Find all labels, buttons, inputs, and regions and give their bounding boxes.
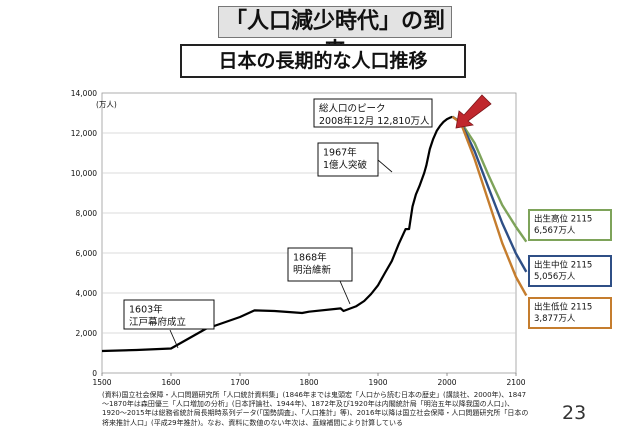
annotation-low-text: 出生低位 2115 <box>534 302 592 313</box>
annotation-1603-text: 江戸幕府成立 <box>129 316 186 328</box>
annotation-1967-pointer <box>377 159 393 173</box>
x-tick-label: 2000 <box>437 378 456 387</box>
x-tick-label: 1500 <box>92 378 111 387</box>
annotation-peak-text: 2008年12月 12,810万人 <box>319 115 430 127</box>
annotation-1868-pointer <box>339 280 351 305</box>
x-tick-label: 1700 <box>230 378 249 387</box>
annotation-1603-pointer <box>169 329 179 349</box>
y-tick-label: 8,000 <box>76 209 98 218</box>
y-tick-label: 10,000 <box>71 169 97 178</box>
y-tick-label: 0 <box>92 369 97 378</box>
annotation-peak <box>313 98 433 128</box>
x-tick-label: 1800 <box>299 378 318 387</box>
page-number: 23 <box>562 402 587 424</box>
y-tick-label: 6,000 <box>76 249 98 258</box>
annotation-medium <box>528 255 612 287</box>
annotation-high-text: 6,567万人 <box>534 226 576 236</box>
peak-arrow-icon <box>455 94 492 129</box>
source-note-line: 1920～2015年は総務省統計局長期時系列データ(「国勢調査」、「人口推計」等… <box>102 409 529 418</box>
annotation-low <box>528 297 612 329</box>
population-line-historical <box>101 115 453 353</box>
source-note-line: ～1870年は森田優三「人口増加の分析」(日本評論社、1944年)、1872年及… <box>102 400 514 409</box>
annotation-1868 <box>287 247 353 282</box>
annotation-1967 <box>317 142 379 177</box>
annotation-high <box>528 209 612 241</box>
annotation-1603-text: 1603年 <box>129 304 163 316</box>
y-tick-label: 14,000 <box>71 89 97 98</box>
y-tick-label: 4,000 <box>76 289 98 298</box>
x-tick-label: 2100 <box>506 378 525 387</box>
annotation-1868-text: 明治維新 <box>293 264 332 276</box>
annotation-medium-text: 出生中位 2115 <box>534 260 592 271</box>
x-tick-label: 1600 <box>161 378 180 387</box>
plot-area <box>101 92 517 374</box>
source-note: (資料)国立社会保障・人口問題研究所「人口統計資料集」(1846年までは鬼頭宏「… <box>102 391 542 428</box>
source-note-line: (資料)国立社会保障・人口問題研究所「人口統計資料集」(1846年までは鬼頭宏「… <box>102 391 527 399</box>
annotation-1967-text: 1967年 <box>323 147 357 159</box>
y-unit-label: (万人) <box>96 100 117 109</box>
annotation-peak-text: 総人口のピーク <box>319 103 386 115</box>
annotation-1967-text: 1億人突破 <box>323 159 368 171</box>
y-tick-label: 12,000 <box>71 129 97 138</box>
main-title: 「人口減少時代」の到来 <box>218 6 452 64</box>
annotation-low-text: 3,877万人 <box>534 314 576 324</box>
chart-title: 日本の長期的な人口推移 <box>180 44 466 78</box>
annotation-high-text: 出生高位 2115 <box>534 214 592 225</box>
annotation-1868-text: 1868年 <box>293 252 327 264</box>
annotation-1603 <box>123 299 215 330</box>
annotation-medium-text: 5,056万人 <box>534 272 576 282</box>
source-note-line: 将来推計人口」(平成29年推計)。なお、資料に数値のない年次は、直線補間により計… <box>102 418 404 427</box>
y-tick-label: 2,000 <box>76 329 98 338</box>
x-tick-label: 1900 <box>368 378 387 387</box>
